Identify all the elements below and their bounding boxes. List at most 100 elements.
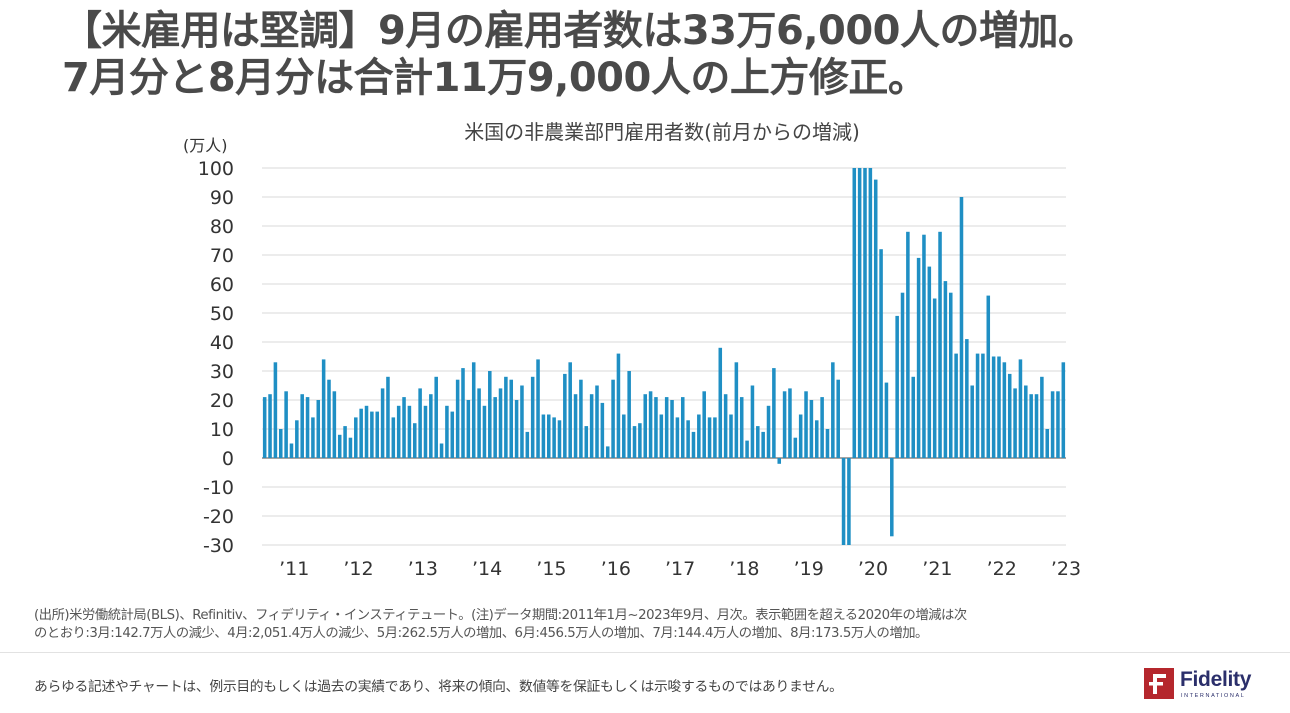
bar [1013, 388, 1017, 458]
bar [932, 298, 937, 458]
bar [262, 397, 267, 458]
bar [959, 197, 964, 458]
bar [766, 405, 771, 458]
footnote-line-1: (出所)米労働統計局(BLS)、Refinitiv、フィデリティ・インスティテュ… [34, 608, 967, 623]
bar [970, 385, 974, 458]
bar [1050, 391, 1055, 458]
bar [718, 347, 723, 458]
bar [1045, 429, 1050, 458]
bar [509, 379, 514, 458]
bar [756, 426, 760, 458]
y-tick-label: 50 [210, 303, 234, 325]
employment-bar-chart: 米国の非農業部門雇用者数(前月からの増減) (万人) 1009080706050… [183, 120, 1081, 580]
x-tick-label: ’14 [472, 558, 502, 580]
bar [1056, 391, 1060, 458]
bar [1029, 394, 1033, 458]
bar [337, 434, 342, 458]
bar [991, 356, 996, 458]
bar [423, 405, 428, 458]
bar [745, 440, 749, 458]
bar [568, 362, 572, 458]
y-axis-unit-label: (万人) [183, 136, 228, 155]
bar [268, 394, 272, 458]
bar [471, 362, 476, 458]
bar [321, 359, 326, 458]
y-tick-label: 40 [210, 332, 234, 354]
bar [734, 362, 739, 458]
bar [927, 266, 932, 458]
bar [595, 385, 599, 458]
bar [1061, 362, 1066, 458]
bar [418, 388, 422, 458]
bar [723, 394, 728, 458]
bar [434, 376, 438, 458]
bar [536, 359, 540, 458]
footnote-line-2: のとおり:3月:142.7万人の減少、4月:2,051.4万人の減少、5月:26… [34, 626, 928, 641]
x-tick-label: ’20 [858, 558, 888, 580]
x-axis-ticks: ’11 ’12 ’13 ’14 ’15 ’16 ’17 ’18 ’19 ’20 ’21 ’22 ’23 [279, 558, 1081, 580]
bar [300, 394, 304, 458]
bar [1034, 394, 1039, 458]
bar [943, 281, 948, 458]
bar [284, 391, 288, 458]
bar [729, 414, 733, 458]
x-tick-label: ’12 [343, 558, 373, 580]
bar [691, 431, 696, 458]
y-tick-label: 30 [210, 361, 234, 383]
bar [900, 292, 905, 458]
bar [627, 371, 631, 458]
bar [750, 385, 755, 458]
bar [643, 394, 648, 458]
bar [504, 376, 508, 458]
bar [488, 371, 492, 458]
bar [954, 353, 958, 458]
bar [327, 379, 331, 458]
y-tick-label: -20 [203, 506, 234, 528]
bar [997, 356, 1001, 458]
bar [332, 391, 337, 458]
bar [1024, 385, 1028, 458]
bar [359, 408, 363, 458]
x-tick-label: ’18 [729, 558, 759, 580]
bar [466, 400, 471, 458]
bar [638, 423, 642, 458]
bar [622, 414, 626, 458]
bar [386, 376, 390, 458]
bar [541, 414, 546, 458]
headline-line-2: 7月分と8月分は合計11万9,000人の上方修正。 [62, 55, 928, 101]
bar [563, 373, 567, 458]
bar [632, 426, 637, 458]
bar [831, 362, 835, 458]
bar [584, 426, 589, 458]
bar [975, 353, 980, 458]
x-tick-label: ’17 [665, 558, 695, 580]
bar [772, 368, 776, 458]
bar [396, 405, 401, 458]
bars [262, 168, 1066, 545]
bar [311, 417, 315, 458]
bar [482, 405, 487, 458]
bar [1007, 373, 1012, 458]
y-tick-label: 10 [210, 419, 234, 441]
bar [739, 397, 744, 458]
bar [1002, 362, 1007, 458]
bar [948, 292, 953, 458]
bar [375, 411, 380, 458]
fidelity-logo: Fidelity INTERNATIONAL [1144, 665, 1274, 703]
bar [702, 391, 706, 458]
bar [305, 397, 310, 458]
bar [295, 420, 299, 458]
bar [611, 379, 615, 458]
x-tick-label: ’16 [601, 558, 631, 580]
bar [289, 443, 294, 458]
bar [659, 414, 664, 458]
bar [916, 257, 921, 458]
bar [343, 426, 347, 458]
bar [814, 420, 819, 458]
bar [981, 353, 985, 458]
bar [439, 443, 444, 458]
bar [884, 382, 889, 458]
bar [605, 446, 610, 458]
bar [589, 394, 594, 458]
bar [670, 400, 674, 458]
